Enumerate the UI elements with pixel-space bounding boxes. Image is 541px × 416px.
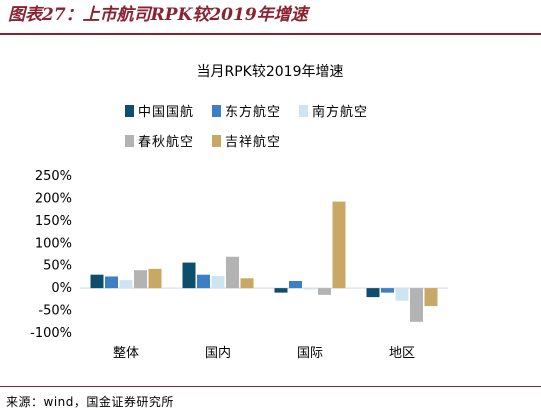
- bar: [211, 276, 225, 289]
- x-tick-label: 地区: [389, 346, 415, 361]
- legend-swatch: [125, 105, 134, 117]
- y-tick-label: 150%: [35, 214, 72, 229]
- bar: [332, 201, 346, 289]
- bar: [289, 280, 302, 289]
- legend-swatch: [212, 105, 221, 117]
- legend-label: 吉祥航空: [225, 134, 281, 150]
- y-tick-label: 50%: [43, 259, 72, 274]
- bar: [182, 262, 196, 289]
- source-note: 来源：wind，国金证券研究所: [6, 395, 174, 409]
- y-tick-label: 250%: [35, 169, 72, 184]
- bar: [197, 274, 210, 289]
- source-rule: [0, 386, 541, 387]
- bar: [105, 276, 118, 289]
- axes: -100% -50% 0% 50% 100% 150% 200% 250% 整体 国内 国际 地区: [30, 169, 448, 361]
- x-tick-label: 国际: [297, 346, 323, 361]
- bar: [90, 274, 104, 289]
- y-tick-label: 200%: [35, 191, 72, 206]
- y-tick-label: -50%: [38, 304, 72, 319]
- bar: [395, 288, 409, 301]
- y-tick-label: 100%: [35, 236, 72, 251]
- chart-title: 当月RPK较2019年增速: [197, 64, 344, 80]
- title-rule: [0, 33, 541, 35]
- bar: [148, 268, 162, 289]
- bar: [226, 256, 239, 289]
- legend-swatch: [212, 135, 221, 147]
- bar: [366, 288, 380, 298]
- legend-label: 中国国航: [138, 104, 194, 120]
- bar: [240, 278, 254, 289]
- bar: [424, 288, 438, 307]
- legend-label: 东方航空: [225, 104, 281, 120]
- y-tick-label: -100%: [30, 326, 72, 341]
- bar: [318, 288, 331, 295]
- bar: [410, 288, 423, 322]
- x-tick-label: 国内: [205, 345, 231, 361]
- bar: [381, 288, 394, 293]
- bar: [303, 288, 317, 290]
- bar: [134, 270, 147, 289]
- figure-title: 图表27：上市航司RPK较2019年增速: [8, 5, 308, 25]
- legend-swatch: [125, 135, 134, 147]
- bar: [274, 288, 288, 293]
- bar: [119, 280, 133, 289]
- legend-label: 南方航空: [312, 104, 368, 120]
- legend-swatch: [299, 105, 308, 117]
- x-tick-label: 整体: [113, 346, 139, 361]
- y-tick-label: 0%: [51, 281, 72, 296]
- bars: [90, 201, 438, 322]
- legend-label: 春秋航空: [138, 134, 194, 150]
